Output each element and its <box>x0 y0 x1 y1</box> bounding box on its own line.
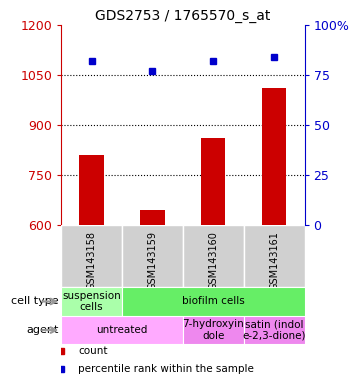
Bar <box>122 225 183 287</box>
Text: satin (indol
e-2,3-dione): satin (indol e-2,3-dione) <box>242 319 306 341</box>
Bar <box>61 287 122 316</box>
Bar <box>140 210 164 225</box>
Bar <box>122 287 304 316</box>
Text: biofilm cells: biofilm cells <box>182 296 245 306</box>
Text: untreated: untreated <box>96 325 148 335</box>
Bar <box>244 316 304 344</box>
Text: 7-hydroxyin
dole: 7-hydroxyin dole <box>182 319 244 341</box>
Text: GSM143161: GSM143161 <box>269 232 279 290</box>
Bar <box>79 155 104 225</box>
Bar <box>262 88 286 225</box>
Bar <box>183 225 244 287</box>
Bar <box>61 225 122 287</box>
Bar <box>201 139 225 225</box>
Bar <box>183 316 244 344</box>
Text: suspension
cells: suspension cells <box>62 291 121 312</box>
Text: cell type: cell type <box>11 296 59 306</box>
Text: count: count <box>78 346 108 356</box>
Text: GSM143160: GSM143160 <box>208 232 218 290</box>
Title: GDS2753 / 1765570_s_at: GDS2753 / 1765570_s_at <box>95 8 271 23</box>
Text: percentile rank within the sample: percentile rank within the sample <box>78 364 254 374</box>
Bar <box>244 225 304 287</box>
Text: GSM143159: GSM143159 <box>147 232 158 290</box>
Bar <box>61 316 183 344</box>
Text: GSM143158: GSM143158 <box>87 232 97 290</box>
Text: agent: agent <box>27 325 59 335</box>
